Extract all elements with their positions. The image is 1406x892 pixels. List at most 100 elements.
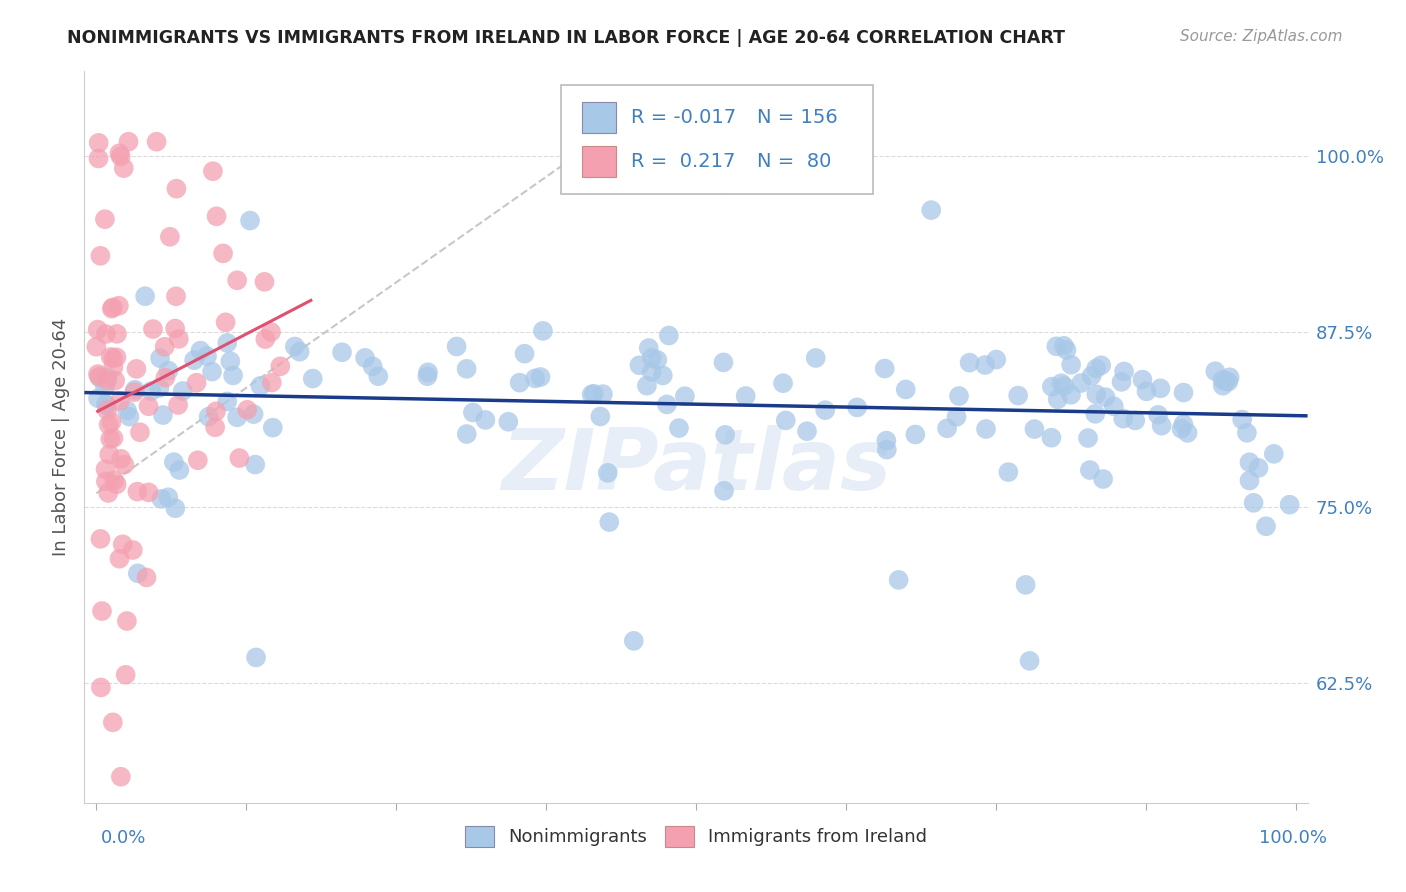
- Point: [112, 161, 135, 176]
- Point: [1112, 411, 1135, 425]
- Point: [172, 384, 194, 398]
- Point: [219, 354, 242, 368]
- Point: [637, 341, 659, 355]
- Point: [105, 351, 128, 365]
- Point: [668, 421, 690, 435]
- Point: [269, 359, 291, 374]
- Point: [1092, 472, 1115, 486]
- Point: [89, 532, 111, 546]
- Point: [330, 345, 353, 359]
- Point: [242, 407, 264, 421]
- Point: [101, 301, 124, 316]
- Point: [96, 398, 118, 412]
- Point: [195, 349, 218, 363]
- Point: [936, 421, 959, 435]
- Point: [118, 409, 141, 424]
- Point: [96, 403, 118, 417]
- Point: [1204, 364, 1226, 378]
- Point: [187, 453, 209, 467]
- Point: [1090, 358, 1112, 372]
- Point: [87, 367, 110, 381]
- Point: [110, 770, 132, 784]
- Text: N = 156: N = 156: [758, 108, 838, 127]
- Point: [94, 475, 117, 489]
- Point: [1149, 381, 1171, 395]
- Point: [592, 387, 614, 401]
- Point: [1112, 364, 1135, 378]
- Legend: Nonimmigrants, Immigrants from Ireland: Nonimmigrants, Immigrants from Ireland: [457, 819, 935, 854]
- Point: [796, 424, 818, 438]
- Point: [524, 371, 547, 385]
- Point: [581, 387, 603, 401]
- Point: [101, 301, 124, 315]
- Point: [205, 209, 228, 223]
- Point: [498, 415, 520, 429]
- Point: [153, 340, 176, 354]
- Point: [1024, 422, 1046, 436]
- Point: [205, 404, 228, 418]
- Point: [226, 410, 249, 425]
- Point: [105, 326, 128, 341]
- Point: [1215, 374, 1237, 388]
- Point: [212, 246, 235, 260]
- Point: [1080, 368, 1102, 383]
- Point: [1040, 431, 1063, 445]
- Point: [446, 339, 468, 353]
- Point: [623, 633, 645, 648]
- Point: [1060, 358, 1083, 372]
- Point: [1085, 361, 1108, 376]
- Point: [87, 369, 110, 384]
- Point: [100, 350, 122, 364]
- Point: [1236, 425, 1258, 440]
- Point: [94, 462, 117, 476]
- Point: [873, 361, 896, 376]
- Point: [138, 485, 160, 500]
- Point: [1239, 455, 1261, 469]
- Point: [645, 352, 668, 367]
- Point: [253, 275, 276, 289]
- Point: [98, 432, 121, 446]
- Point: [149, 351, 172, 366]
- Point: [734, 389, 756, 403]
- Point: [713, 355, 735, 369]
- Point: [89, 370, 111, 384]
- Point: [217, 335, 239, 350]
- Point: [1018, 654, 1040, 668]
- Point: [651, 368, 673, 383]
- Point: [108, 551, 131, 566]
- Point: [157, 364, 180, 378]
- Point: [96, 374, 118, 388]
- Point: [598, 515, 620, 529]
- Point: [167, 332, 190, 346]
- Point: [129, 425, 152, 440]
- Point: [115, 614, 138, 628]
- Point: [1123, 413, 1146, 427]
- Point: [87, 136, 110, 150]
- Point: [157, 490, 180, 504]
- Point: [142, 322, 165, 336]
- Point: [222, 368, 245, 383]
- Point: [103, 360, 125, 375]
- Point: [367, 369, 389, 384]
- Point: [1278, 498, 1301, 512]
- Point: [1077, 431, 1099, 445]
- Bar: [582, 146, 616, 177]
- Point: [214, 315, 236, 329]
- Point: [920, 203, 942, 218]
- Point: [245, 458, 267, 472]
- Point: [236, 402, 259, 417]
- Point: [1060, 388, 1083, 402]
- Point: [456, 427, 478, 442]
- Point: [165, 321, 187, 335]
- Point: [96, 370, 118, 384]
- Point: [509, 376, 531, 390]
- Point: [1212, 373, 1234, 387]
- Point: [636, 378, 658, 392]
- Point: [887, 573, 910, 587]
- Point: [1218, 375, 1240, 389]
- Point: [204, 420, 226, 434]
- Text: Source: ZipAtlas.com: Source: ZipAtlas.com: [1180, 29, 1343, 44]
- Point: [197, 409, 219, 424]
- Point: [1050, 376, 1073, 391]
- FancyBboxPatch shape: [561, 86, 873, 194]
